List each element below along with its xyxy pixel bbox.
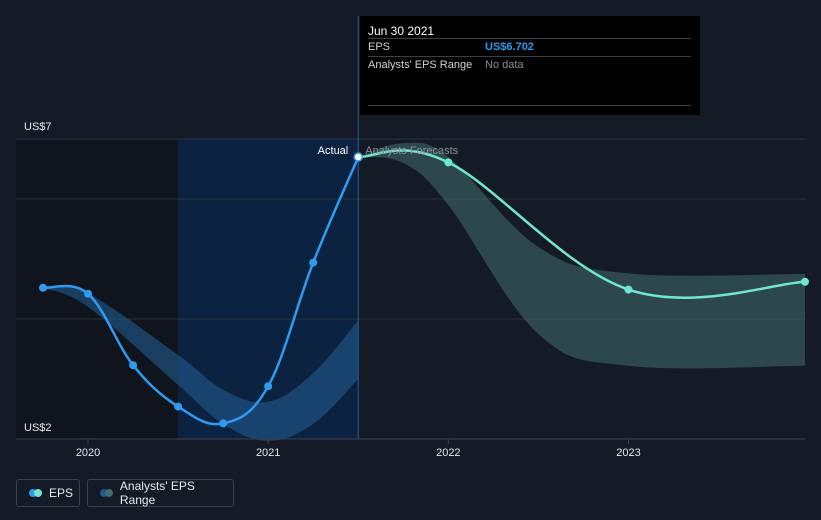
eps-point-actual [39,283,48,292]
eps-point-forecast [444,158,453,167]
legend-eps-label: EPS [49,486,74,500]
tooltip-range-value: No data [485,59,524,71]
eps-legend-icon [29,489,42,497]
y-tick-label-top: US$7 [24,121,52,133]
analyst-range-past-area [43,286,359,441]
tooltip: Jun 30 2021 EPS US$6.702 Analysts' EPS R… [360,16,700,115]
tooltip-range-label: Analysts' EPS Range [368,59,473,71]
eps-forecast-line [358,149,806,299]
eps-point-actual [84,289,93,298]
tooltip-divider [368,105,691,106]
x-tick-label: 2020 [76,447,100,459]
x-tick-label: 2021 [256,447,280,459]
analyst-range-future-area [358,142,805,369]
range-legend-icon [100,489,113,497]
legend-range-label: Analysts' EPS Range [119,479,195,507]
legend-eps-button[interactable]: EPS [16,479,80,507]
actual-label: Actual [318,145,349,157]
tooltip-eps-row: EPS US$6.702 [368,38,691,56]
data-points [39,152,809,428]
eps-point-forecast [624,285,633,294]
eps-point-actual [264,382,273,391]
x-tick-label: 2022 [436,447,460,459]
eps-point-latest [353,152,364,162]
x-tick-label: 2023 [616,447,640,459]
forecast-label: Analysts Forecasts [365,145,458,157]
eps-point-actual [309,258,318,267]
tooltip-eps-value: US$6.702 [485,41,534,53]
tooltip-range-row: Analysts' EPS Range No data [368,56,691,74]
eps-point-actual [129,361,138,370]
tooltip-date: Jun 30 2021 [368,24,435,38]
legend-range-button[interactable]: Analysts' EPS Range [87,479,234,507]
eps-point-actual [174,402,183,411]
y-tick-label-bottom: US$2 [24,422,52,434]
x-axis-ticks: 2020 2021 2022 2023 [76,439,641,459]
eps-point-actual [219,419,228,428]
eps-point-forecast [801,277,809,286]
tooltip-eps-label: EPS [368,41,391,53]
